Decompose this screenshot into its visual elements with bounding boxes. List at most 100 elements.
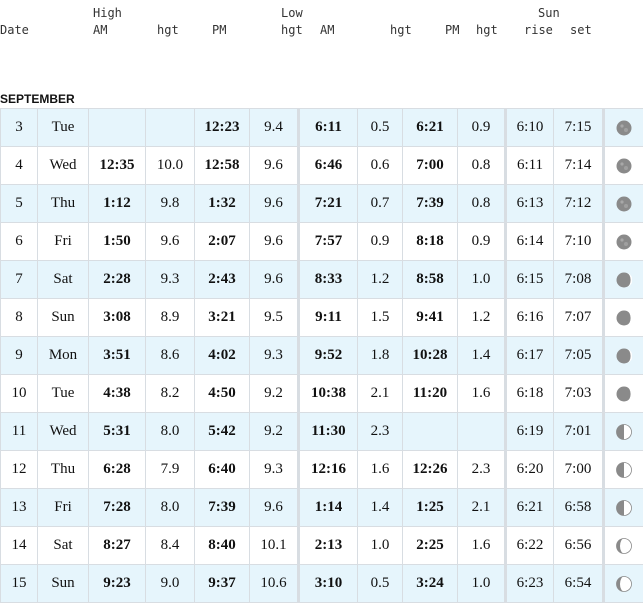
last-quarter-icon xyxy=(616,423,632,439)
moon-phase-cell xyxy=(604,337,643,375)
low-am-height-cell: 1.6 xyxy=(358,451,403,489)
low-pm-height-cell: 0.9 xyxy=(458,223,506,261)
low-pm-height-cell: 1.0 xyxy=(458,565,506,603)
high-pm-time-cell: 2:43 xyxy=(195,261,250,299)
low-am-height-cell: 0.5 xyxy=(358,565,403,603)
sunrise-cell: 6:22 xyxy=(506,527,554,565)
low-am-time-cell: 2:13 xyxy=(299,527,358,565)
day-of-month-cell: 3 xyxy=(1,109,38,147)
moon-phase-cell xyxy=(604,223,643,261)
day-of-month-cell: 4 xyxy=(1,147,38,185)
high-am-height-cell xyxy=(146,109,195,147)
waning-gibbous-icon xyxy=(616,271,632,287)
high-pm-time-cell: 4:02 xyxy=(195,337,250,375)
moon-phase-cell xyxy=(604,261,643,299)
high-pm-time-cell: 7:39 xyxy=(195,489,250,527)
moon-phase-cell xyxy=(604,147,643,185)
low-pm-time-cell: 7:00 xyxy=(403,147,458,185)
sunrise-cell: 6:18 xyxy=(506,375,554,413)
high-am-height-cell: 9.3 xyxy=(146,261,195,299)
high-pm-time-cell: 1:32 xyxy=(195,185,250,223)
day-of-month-cell: 6 xyxy=(1,223,38,261)
moon-phase-cell xyxy=(604,527,643,565)
high-pm-time-cell: 6:40 xyxy=(195,451,250,489)
high-pm-height-cell: 10.1 xyxy=(250,527,299,565)
high-am-height-cell: 8.0 xyxy=(146,413,195,451)
high-am-time-cell xyxy=(89,109,146,147)
high-am-height-cell: 9.0 xyxy=(146,565,195,603)
sunrise-cell: 6:23 xyxy=(506,565,554,603)
high-pm-hgt-header: hgt xyxy=(281,23,303,37)
low-pm-time-cell: 11:20 xyxy=(403,375,458,413)
day-of-month-cell: 10 xyxy=(1,375,38,413)
sunset-cell: 7:00 xyxy=(554,451,604,489)
weekday-cell: Sun xyxy=(38,565,89,603)
moon-phase-cell xyxy=(604,185,643,223)
full-moon-icon xyxy=(616,233,632,249)
moon-phase-cell xyxy=(604,451,643,489)
sunset-cell: 7:01 xyxy=(554,413,604,451)
weekday-cell: Thu xyxy=(38,451,89,489)
day-of-month-cell: 8 xyxy=(1,299,38,337)
low-pm-height-cell: 2.1 xyxy=(458,489,506,527)
low-pm-height-cell: 1.0 xyxy=(458,261,506,299)
waning-gibbous-icon xyxy=(616,385,632,401)
day-of-month-cell: 13 xyxy=(1,489,38,527)
full-moon-icon xyxy=(616,195,632,211)
low-pm-time-cell: 3:24 xyxy=(403,565,458,603)
day-of-month-cell: 14 xyxy=(1,527,38,565)
high-pm-time-cell: 8:40 xyxy=(195,527,250,565)
high-pm-height-cell: 9.6 xyxy=(250,185,299,223)
sunrise-cell: 6:15 xyxy=(506,261,554,299)
high-am-height-cell: 9.8 xyxy=(146,185,195,223)
moon-phase-cell xyxy=(604,109,643,147)
low-am-height-cell: 1.4 xyxy=(358,489,403,527)
low-am-time-cell: 12:16 xyxy=(299,451,358,489)
high-pm-height-cell: 9.2 xyxy=(250,413,299,451)
weekday-cell: Fri xyxy=(38,223,89,261)
high-am-height-cell: 8.4 xyxy=(146,527,195,565)
weekday-cell: Sat xyxy=(38,527,89,565)
weekday-cell: Sun xyxy=(38,299,89,337)
high-pm-height-cell: 9.2 xyxy=(250,375,299,413)
low-am-height-cell: 1.5 xyxy=(358,299,403,337)
day-of-month-cell: 11 xyxy=(1,413,38,451)
sunrise-cell: 6:20 xyxy=(506,451,554,489)
high-pm-height-cell: 9.4 xyxy=(250,109,299,147)
low-am-time-cell: 7:57 xyxy=(299,223,358,261)
high-am-time-cell: 6:28 xyxy=(89,451,146,489)
high-pm-height-cell: 9.6 xyxy=(250,489,299,527)
sunset-cell: 7:03 xyxy=(554,375,604,413)
high-header: High xyxy=(93,6,122,20)
high-pm-height-cell: 9.6 xyxy=(250,261,299,299)
low-pm-height-cell xyxy=(458,413,506,451)
high-am-height-cell: 7.9 xyxy=(146,451,195,489)
low-am-time-cell: 7:21 xyxy=(299,185,358,223)
high-am-height-cell: 8.0 xyxy=(146,489,195,527)
low-am-time-cell: 6:46 xyxy=(299,147,358,185)
waning-gibbous-icon xyxy=(616,309,632,325)
date-header: Date xyxy=(0,23,29,37)
low-pm-time-cell: 7:39 xyxy=(403,185,458,223)
sunset-cell: 7:08 xyxy=(554,261,604,299)
high-am-time-cell: 12:35 xyxy=(89,147,146,185)
weekday-cell: Tue xyxy=(38,375,89,413)
sunset-cell: 7:15 xyxy=(554,109,604,147)
low-pm-height-cell: 1.6 xyxy=(458,375,506,413)
high-pm-height-cell: 9.6 xyxy=(250,147,299,185)
high-pm-time-cell: 12:23 xyxy=(195,109,250,147)
day-of-month-cell: 7 xyxy=(1,261,38,299)
high-pm-time-cell: 4:50 xyxy=(195,375,250,413)
low-am-height-cell: 0.7 xyxy=(358,185,403,223)
low-pm-time-cell: 10:28 xyxy=(403,337,458,375)
low-am-height-cell: 0.6 xyxy=(358,147,403,185)
